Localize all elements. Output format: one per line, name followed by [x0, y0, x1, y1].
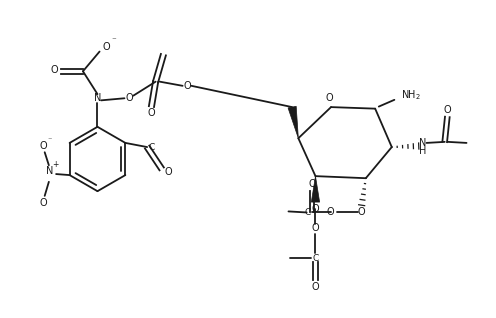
Text: O: O	[326, 93, 333, 103]
Text: O: O	[51, 65, 58, 75]
Polygon shape	[311, 176, 319, 202]
Text: O: O	[311, 223, 319, 233]
Text: O: O	[40, 197, 48, 208]
Text: C: C	[312, 254, 318, 263]
Text: ⁻: ⁻	[48, 136, 52, 145]
Text: H: H	[419, 146, 426, 156]
Text: NH$_2$: NH$_2$	[401, 88, 421, 102]
Text: N: N	[46, 166, 54, 176]
Text: O: O	[326, 207, 334, 218]
Polygon shape	[288, 106, 299, 138]
Text: O: O	[311, 282, 319, 292]
Text: N: N	[419, 138, 426, 148]
Text: O: O	[147, 108, 155, 118]
Text: O: O	[184, 81, 191, 91]
Text: C: C	[305, 208, 311, 217]
Text: ⁻: ⁻	[112, 37, 117, 46]
Text: O: O	[126, 93, 133, 103]
Text: O: O	[308, 179, 315, 189]
Text: O: O	[103, 42, 110, 52]
Text: O: O	[40, 141, 48, 150]
Text: O: O	[311, 204, 319, 214]
Text: O: O	[358, 207, 366, 218]
Text: C: C	[148, 142, 154, 152]
Text: +: +	[52, 160, 58, 169]
Text: N: N	[94, 93, 101, 103]
Text: O: O	[164, 167, 172, 177]
Text: O: O	[443, 105, 451, 115]
